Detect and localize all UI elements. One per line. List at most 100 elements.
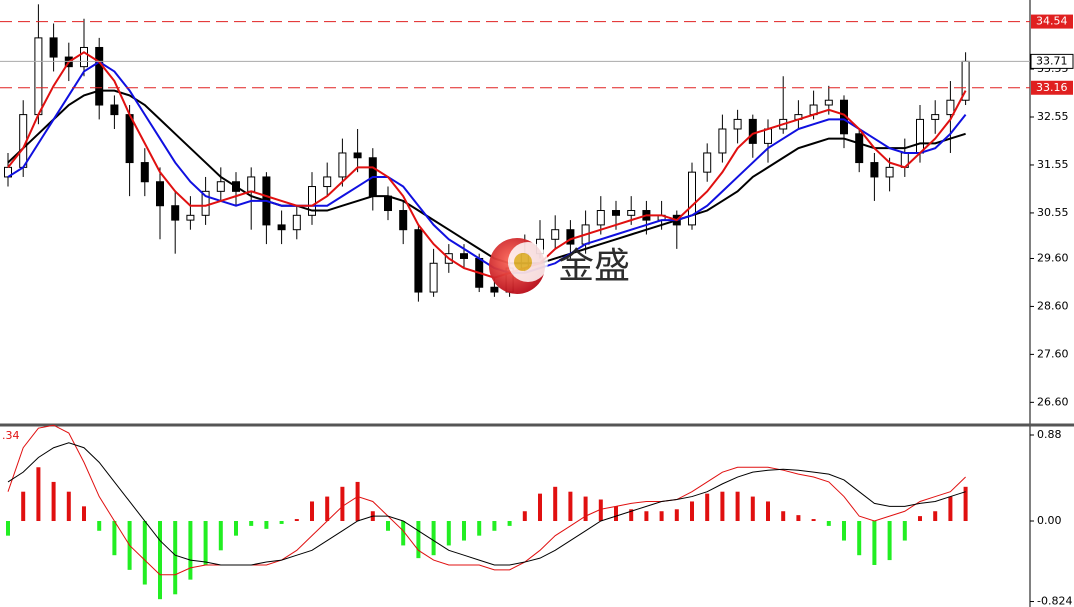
histogram-bar (568, 491, 573, 522)
candle-body (612, 210, 620, 216)
histogram-bar (872, 521, 877, 565)
histogram-bar (887, 521, 892, 561)
histogram-bar (735, 491, 740, 522)
candle-body (855, 133, 864, 164)
candle-body (110, 104, 119, 116)
histogram-bar (507, 521, 512, 526)
histogram-bar (234, 521, 238, 536)
candle-body (34, 37, 43, 116)
candle-body (885, 166, 894, 178)
histogram-bar (188, 521, 193, 580)
y-tick-label: 0.88 (1037, 428, 1062, 441)
histogram-bar (902, 521, 907, 541)
histogram-bar (173, 521, 178, 595)
histogram-bar (811, 519, 816, 522)
candle-body (916, 118, 924, 154)
y-tick-label: 28.60 (1037, 299, 1069, 312)
price-label: 34.54 (1036, 15, 1068, 28)
histogram-bar (66, 491, 71, 522)
histogram-bar (401, 521, 406, 546)
histogram-bar (446, 521, 451, 546)
histogram-bar (82, 506, 86, 522)
candle-body (95, 46, 104, 106)
last-price-label: 33.71 (1036, 54, 1068, 67)
y-tick-label: 26.60 (1037, 395, 1069, 408)
candle-body (824, 99, 833, 106)
histogram-bar (97, 521, 102, 531)
histogram-bar (218, 521, 223, 551)
histogram-bar (826, 521, 831, 526)
candle-body (201, 190, 210, 216)
candle-body (384, 195, 392, 212)
histogram-bar (918, 516, 922, 522)
histogram-bar (796, 515, 801, 522)
histogram-bar (644, 511, 649, 522)
histogram-bar (720, 491, 725, 522)
y-tick-label: -0.824 (1037, 595, 1072, 607)
histogram-bar (6, 521, 10, 536)
candle-body (946, 99, 955, 116)
histogram-bar (750, 496, 755, 522)
price-label-box (1031, 14, 1073, 29)
candle-body (277, 224, 286, 231)
histogram-bar (492, 521, 497, 531)
candle-body (323, 176, 332, 188)
candle-body (703, 152, 712, 173)
histogram-bar (522, 511, 527, 522)
y-tick-label: 31.55 (1037, 158, 1069, 171)
y-tick-label: 29.60 (1037, 251, 1069, 264)
candle-body (414, 229, 423, 293)
histogram-bar (690, 501, 694, 522)
candle-body (308, 186, 316, 216)
indicator-line (7, 442, 966, 566)
candle-body (247, 176, 256, 192)
candle-body (733, 118, 742, 130)
histogram-bar (477, 521, 482, 536)
histogram-bar (431, 521, 436, 556)
candle-body (870, 162, 879, 178)
histogram-bar (538, 493, 542, 522)
histogram-bar (674, 509, 679, 522)
logo-text: 金盛 (558, 246, 630, 287)
indicator-line (7, 424, 966, 576)
histogram-bar (933, 511, 938, 522)
histogram-bar (705, 493, 710, 522)
histogram-bar (249, 521, 254, 526)
y-tick-label: 27.60 (1037, 347, 1069, 360)
y-tick-label: 0.00 (1037, 514, 1062, 527)
histogram-bar (857, 521, 862, 556)
candle-body (353, 152, 362, 159)
candle-body (627, 210, 636, 216)
candle-body (125, 114, 134, 164)
histogram-bar (294, 519, 299, 522)
histogram-bar (598, 499, 603, 522)
histogram-bar (112, 521, 117, 556)
candle-body (931, 114, 940, 120)
histogram-bar (781, 511, 786, 522)
candle-body (292, 214, 301, 231)
y-tick-label: 30.55 (1037, 206, 1069, 219)
histogram-bar (325, 496, 330, 522)
histogram-bar (583, 496, 588, 522)
histogram-bar (310, 501, 314, 522)
histogram-bar (203, 521, 208, 565)
histogram-bar (142, 521, 147, 585)
candle-body (688, 171, 696, 226)
candle-body (748, 118, 757, 144)
histogram-bar (416, 521, 421, 559)
histogram-bar (36, 467, 41, 522)
indicator-line (7, 60, 967, 274)
candle-body (490, 286, 499, 293)
candle-body (429, 262, 438, 293)
logo-coin (514, 253, 532, 271)
price-label: 33.16 (1036, 81, 1068, 94)
histogram-bar (279, 521, 284, 524)
candle-body (764, 128, 772, 144)
histogram-bar (264, 521, 269, 529)
candle-body (216, 181, 225, 192)
watermark-logo: 金盛 (489, 238, 630, 294)
candle-body (551, 229, 560, 240)
candle-body (399, 210, 408, 231)
